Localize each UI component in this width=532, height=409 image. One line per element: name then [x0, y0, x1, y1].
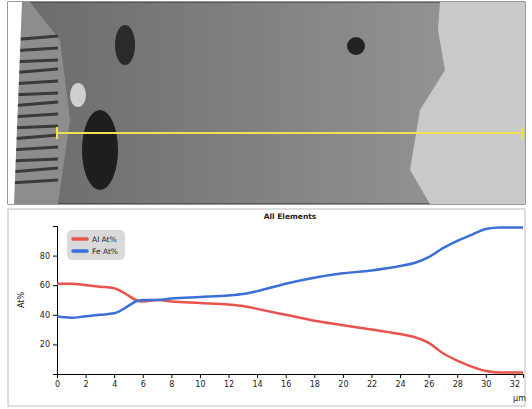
series-line — [57, 284, 523, 373]
x-axis: 02468101214161820222426283032 — [55, 374, 524, 389]
y-tick: 20 — [40, 340, 57, 349]
x-tick-label: 20 — [338, 380, 348, 389]
legend-box — [67, 230, 125, 260]
dark-phase — [8, 2, 22, 204]
x-tick: 30 — [481, 374, 491, 389]
scan-line-cap — [521, 127, 523, 139]
x-tick-label: 26 — [424, 380, 434, 389]
dark-inclusion — [115, 25, 135, 65]
y-tick-label: 40 — [40, 311, 50, 320]
x-tick: 20 — [338, 374, 348, 389]
x-tick: 2 — [84, 374, 89, 389]
x-tick-mark — [171, 374, 172, 378]
lamella — [10, 126, 58, 128]
scan-line — [57, 132, 522, 134]
x-tick-mark — [86, 374, 87, 378]
x-tick-label: 10 — [195, 380, 205, 389]
lamella — [10, 135, 58, 139]
x-tick-label: 12 — [224, 380, 234, 389]
x-tick-mark — [314, 374, 315, 378]
plot-area — [57, 227, 523, 372]
x-tick-mark — [286, 374, 287, 378]
x-tick-label: 32 — [510, 380, 520, 389]
x-tick: 10 — [195, 374, 205, 389]
legend-label: Fe At% — [92, 247, 118, 256]
x-tick: 22 — [367, 374, 377, 389]
x-tick-label: 0 — [55, 380, 60, 389]
y-tick: 40 — [40, 311, 57, 320]
lamella — [10, 168, 58, 172]
x-tick: 0 — [55, 374, 60, 389]
y-tick-mark — [53, 285, 57, 286]
x-tick-label: 2 — [84, 380, 89, 389]
x-tick: 26 — [424, 374, 434, 389]
x-tick-label: 28 — [453, 380, 463, 389]
y-axis-line — [53, 227, 58, 375]
micrograph — [8, 2, 525, 204]
x-axis-title: µm — [513, 394, 526, 403]
y-tick-mark — [53, 315, 57, 316]
lamellar-region — [8, 2, 70, 204]
x-tick: 18 — [310, 374, 320, 389]
x-tick-mark — [486, 374, 487, 378]
figure: All Elements0246810121416182022242628303… — [0, 0, 532, 409]
x-tick-label: 8 — [169, 380, 174, 389]
chart-panel — [8, 209, 525, 406]
y-tick-mark — [53, 344, 57, 345]
chart-title: All Elements — [264, 212, 317, 221]
light-phase — [410, 2, 525, 204]
y-axis-title: At% — [17, 292, 26, 308]
legend-swatch — [73, 237, 87, 241]
legend-label: Al At% — [92, 235, 117, 244]
x-tick-label: 16 — [281, 380, 291, 389]
x-tick-label: 14 — [253, 380, 263, 389]
x-tick-label: 30 — [481, 380, 491, 389]
y-tick-label: 60 — [40, 281, 50, 290]
lamella — [10, 159, 58, 161]
y-tick: 80 — [40, 252, 57, 261]
lamella — [10, 180, 58, 183]
pore — [347, 37, 365, 55]
y-tick-label: 80 — [40, 252, 50, 261]
x-tick: 8 — [169, 374, 174, 389]
x-tick-mark — [200, 374, 201, 378]
x-tick-label: 24 — [395, 380, 405, 389]
dark-inclusion — [82, 110, 118, 190]
legend: Al At% Fe At% — [67, 230, 125, 260]
x-tick-mark — [229, 374, 230, 378]
x-tick: 14 — [253, 374, 263, 389]
lamella — [10, 147, 58, 150]
x-tick-mark — [514, 374, 515, 378]
x-tick-label: 18 — [310, 380, 320, 389]
x-tick-label: 22 — [367, 380, 377, 389]
x-tick-mark — [429, 374, 430, 378]
y-tick-label: 20 — [40, 340, 50, 349]
x-tick-mark — [343, 374, 344, 378]
x-tick-mark — [114, 374, 115, 378]
x-tick: 32 — [510, 374, 520, 389]
x-tick-label: 4 — [112, 380, 117, 389]
x-tick: 24 — [395, 374, 405, 389]
x-tick: 28 — [453, 374, 463, 389]
y-tick: 60 — [40, 281, 57, 290]
x-tick-mark — [371, 374, 372, 378]
x-tick-mark — [457, 374, 458, 378]
x-tick-mark — [400, 374, 401, 378]
y-axis: 20 40 60 80 — [40, 227, 58, 375]
x-tick-label: 6 — [141, 380, 146, 389]
x-tick-mark — [257, 374, 258, 378]
x-tick: 6 — [141, 374, 146, 389]
y-tick-mark — [53, 256, 57, 257]
legend-swatch — [73, 249, 87, 253]
x-tick: 16 — [281, 374, 291, 389]
x-tick: 12 — [224, 374, 234, 389]
scan-line-cap — [56, 127, 58, 139]
series-line — [57, 227, 523, 317]
micrograph-background — [8, 2, 525, 204]
x-axis-line — [58, 375, 524, 379]
dark-inclusion — [70, 83, 86, 107]
x-tick-mark — [143, 374, 144, 378]
x-tick: 4 — [112, 374, 117, 389]
